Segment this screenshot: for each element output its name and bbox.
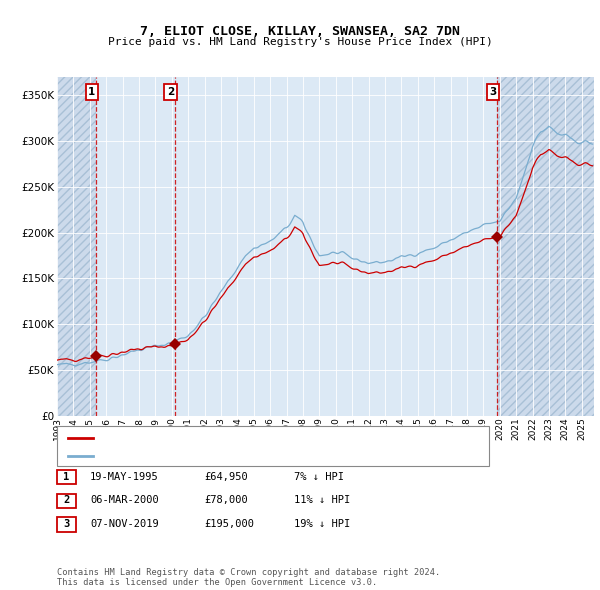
Text: 2: 2: [167, 87, 174, 97]
Text: 1: 1: [88, 87, 95, 97]
Bar: [497, 77, 594, 416]
Text: 7% ↓ HPI: 7% ↓ HPI: [294, 472, 344, 481]
Text: 7, ELIOT CLOSE, KILLAY, SWANSEA, SA2 7DN: 7, ELIOT CLOSE, KILLAY, SWANSEA, SA2 7DN: [140, 25, 460, 38]
Text: 7, ELIOT CLOSE, KILLAY, SWANSEA, SA2 7DN (detached house): 7, ELIOT CLOSE, KILLAY, SWANSEA, SA2 7DN…: [98, 433, 433, 443]
Text: 06-MAR-2000: 06-MAR-2000: [90, 496, 159, 505]
Text: £64,950: £64,950: [204, 472, 248, 481]
Text: HPI: Average price, detached house, Swansea: HPI: Average price, detached house, Swan…: [98, 451, 350, 461]
Text: £78,000: £78,000: [204, 496, 248, 505]
Text: 19% ↓ HPI: 19% ↓ HPI: [294, 519, 350, 529]
Text: 1: 1: [64, 472, 70, 481]
Text: £195,000: £195,000: [204, 519, 254, 529]
Text: 3: 3: [490, 87, 497, 97]
Text: Price paid vs. HM Land Registry's House Price Index (HPI): Price paid vs. HM Land Registry's House …: [107, 37, 493, 47]
Text: 11% ↓ HPI: 11% ↓ HPI: [294, 496, 350, 505]
Bar: [57, 77, 96, 416]
Text: 19-MAY-1995: 19-MAY-1995: [90, 472, 159, 481]
Text: 2: 2: [64, 496, 70, 505]
Text: 3: 3: [64, 519, 70, 529]
Text: 07-NOV-2019: 07-NOV-2019: [90, 519, 159, 529]
Text: Contains HM Land Registry data © Crown copyright and database right 2024.
This d: Contains HM Land Registry data © Crown c…: [57, 568, 440, 587]
